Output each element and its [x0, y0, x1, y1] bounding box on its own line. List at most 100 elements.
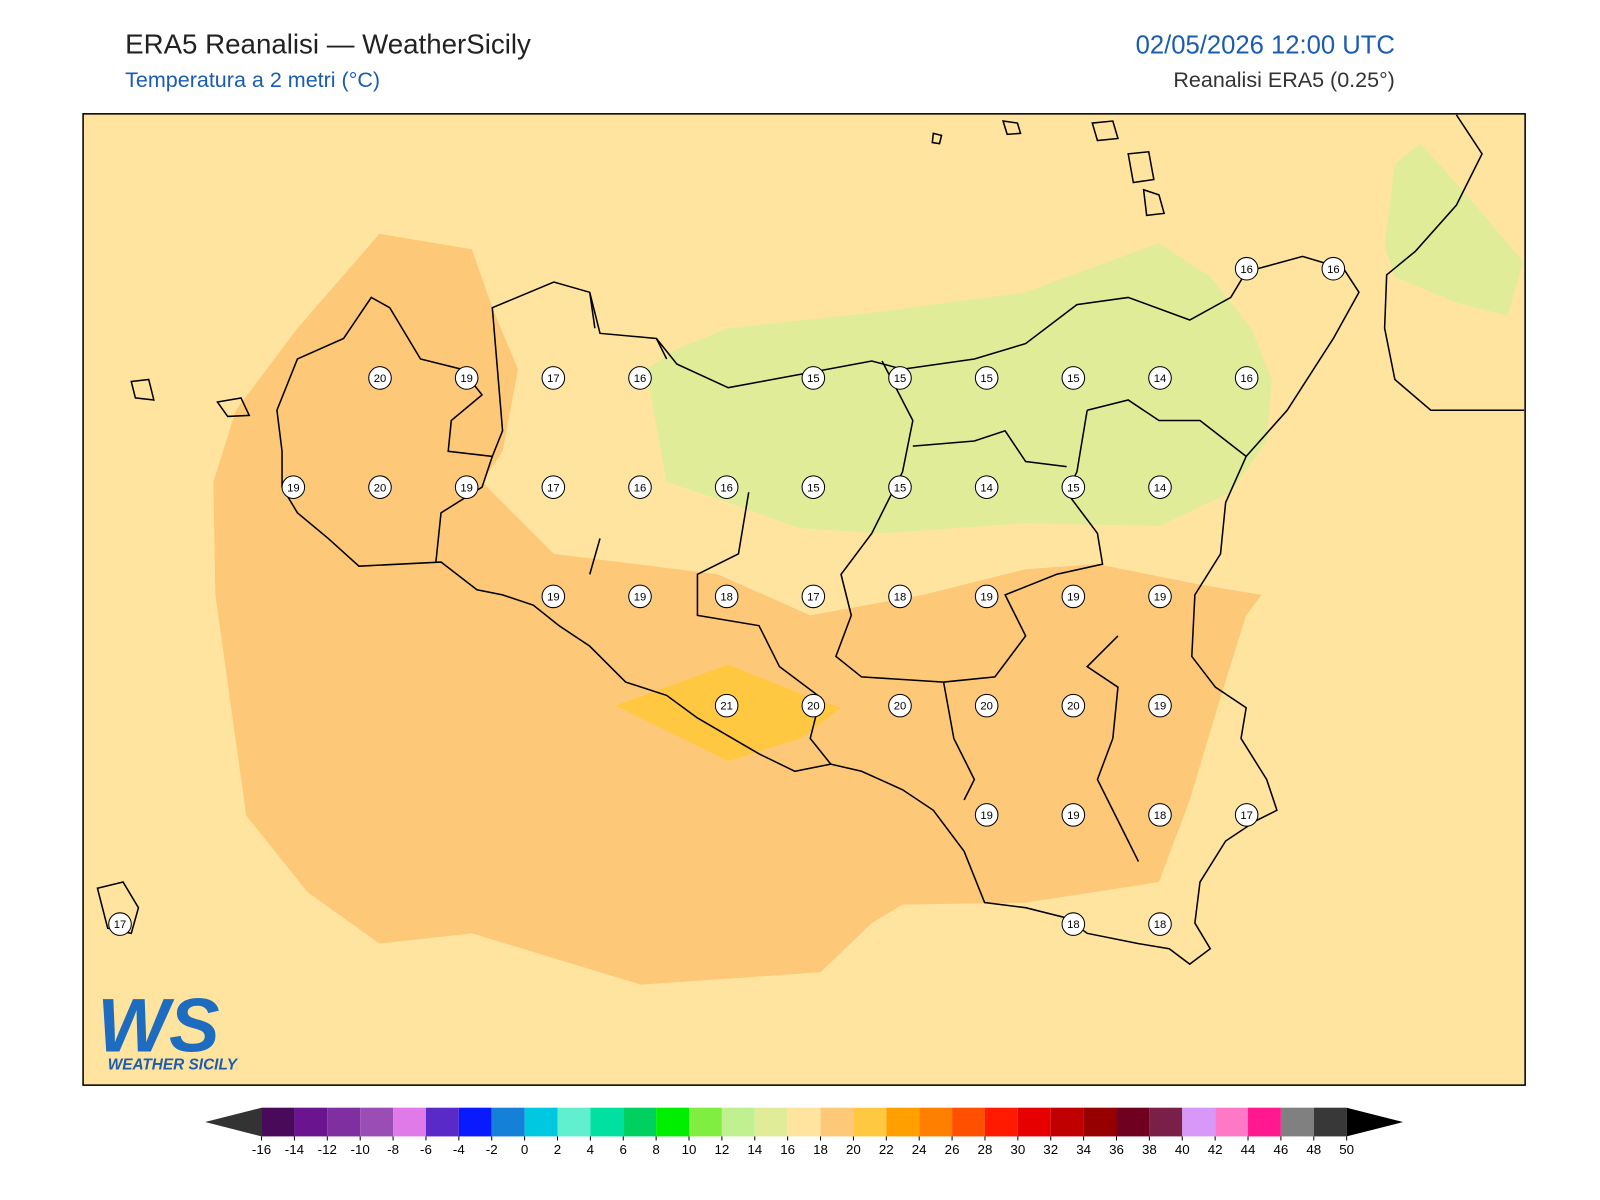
station-value: 18	[894, 592, 907, 604]
contour-14-16	[1384, 143, 1524, 316]
colorbar-tick-label: 40	[1175, 1142, 1190, 1157]
colorbar-bin	[1017, 1107, 1051, 1137]
station-marker	[1234, 256, 1259, 281]
colorbar-bin	[1050, 1107, 1084, 1137]
station-value: 16	[634, 482, 647, 494]
station-marker	[628, 366, 652, 390]
station-marker	[454, 366, 479, 390]
colorbar-tick-label: 28	[978, 1142, 993, 1157]
colorbar-tick-label: 0	[521, 1142, 528, 1157]
station-marker	[281, 475, 306, 499]
station-value: 15	[894, 482, 907, 494]
contour-18-20	[213, 233, 1262, 985]
colorbar-tick-label: -12	[318, 1142, 337, 1157]
station-value: 20	[807, 701, 820, 713]
station-value: 19	[460, 482, 473, 494]
colorbar-bin	[1215, 1107, 1249, 1137]
station-marker	[1234, 803, 1259, 827]
colorbar-bin	[754, 1107, 788, 1137]
subtitle: Temperatura a 2 metri (°C)	[125, 68, 380, 92]
colorbar-tick-label: -6	[420, 1142, 432, 1157]
station-marker	[974, 693, 999, 718]
station-value: 16	[720, 482, 733, 494]
station-marker	[1148, 584, 1172, 609]
colorbar-tick-label: 48	[1306, 1142, 1321, 1157]
station-value: 19	[1067, 810, 1080, 822]
colorbar-bin	[1182, 1107, 1216, 1137]
station-marker	[368, 475, 392, 499]
contour-14-16	[646, 243, 1272, 534]
station-value: 17	[547, 482, 560, 494]
colorbar-tick-label: -4	[453, 1142, 465, 1157]
station-value: 17	[807, 592, 820, 604]
station-marker	[628, 584, 652, 609]
station-value: 18	[720, 592, 733, 604]
colorbar-tick-label: 32	[1043, 1142, 1058, 1157]
station-marker	[541, 366, 566, 390]
station-marker	[714, 693, 739, 718]
colorbar-bin	[886, 1107, 920, 1137]
station-value: 19	[287, 482, 300, 494]
colorbar-bin	[984, 1107, 1018, 1137]
station-value: 19	[634, 592, 647, 604]
logo-mark: WS	[97, 983, 219, 1068]
station-marker	[1061, 912, 1086, 936]
islands	[96, 120, 1166, 935]
station-value: 17	[547, 373, 560, 385]
colorbar-bin	[1083, 1107, 1117, 1137]
station-marker	[1061, 693, 1086, 718]
station-marker	[714, 475, 739, 499]
station-marker	[801, 693, 826, 718]
station-marker	[974, 366, 999, 390]
station-marker	[888, 693, 912, 718]
station-marker	[1148, 366, 1172, 390]
station-marker	[1148, 693, 1172, 718]
station-value: 14	[980, 482, 993, 494]
province-borders	[435, 292, 1247, 862]
station-value: 18	[1154, 810, 1167, 822]
station-marker	[1148, 912, 1172, 936]
colorbar-bin	[689, 1107, 722, 1137]
colorbar-bin	[294, 1107, 328, 1137]
station-value: 19	[980, 810, 993, 822]
station-value: 20	[374, 482, 387, 494]
colorbar-bin	[656, 1107, 690, 1137]
station-marker	[801, 475, 826, 499]
colorbar-tick-label: 50	[1339, 1142, 1354, 1157]
station-value: 20	[980, 701, 993, 713]
logo-name: WEATHER SICILY	[108, 1057, 239, 1074]
colorbar-tick-label: 12	[714, 1142, 729, 1157]
colorbar-bin	[787, 1107, 821, 1137]
map-frame	[82, 113, 1526, 1086]
colorbar-under	[205, 1107, 262, 1137]
station-marker	[1061, 803, 1086, 827]
station-marker	[541, 475, 566, 499]
colorbar-tick-label: 34	[1076, 1142, 1091, 1157]
station-marker	[368, 366, 392, 390]
station-marker	[1148, 475, 1172, 499]
station-value: 16	[634, 373, 647, 385]
station-value: 19	[460, 373, 473, 385]
colorbar-tick-label: -10	[351, 1142, 370, 1157]
station-marker	[1061, 475, 1086, 499]
station-marker	[974, 584, 999, 609]
station-value: 16	[1240, 264, 1253, 276]
colorbar-bin	[952, 1107, 985, 1137]
station-value: 17	[1240, 810, 1253, 822]
station-value: 17	[114, 919, 127, 931]
colorbar-tick-label: 24	[912, 1142, 927, 1157]
map: 16 16 20 19 17 16 15 15 15 15 14 16 19 20 19 17 16 16 15 15…	[83, 113, 1526, 1086]
coastline-calabria	[1383, 114, 1525, 412]
colorbar-bin	[327, 1107, 361, 1137]
colorbar-bin	[557, 1107, 591, 1137]
colorbar-tick-label: 4	[587, 1142, 595, 1157]
station-value: 19	[1154, 701, 1167, 713]
colorbar-bin	[1248, 1107, 1281, 1137]
station-marker	[974, 803, 999, 827]
stations: 16 16 20 19 17 16 15 15 15 15 14 16 19 20 19 17 16 16 15 15…	[108, 256, 1346, 936]
station-value: 15	[807, 482, 820, 494]
station-marker	[1061, 366, 1086, 390]
station-marker	[801, 584, 826, 609]
station-value: 19	[1154, 592, 1167, 604]
colorbar-bin	[590, 1107, 624, 1137]
